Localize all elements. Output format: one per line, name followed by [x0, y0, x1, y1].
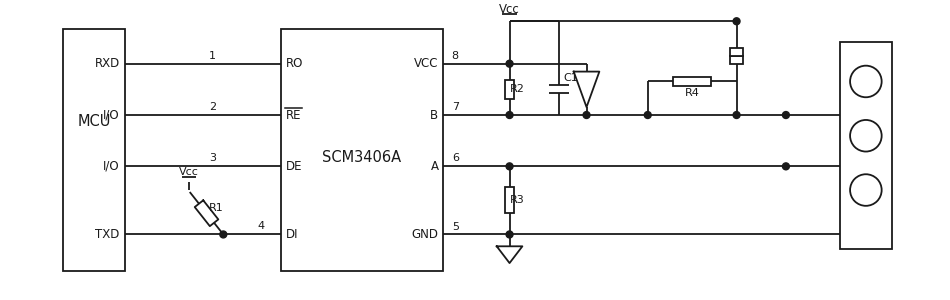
- Circle shape: [506, 60, 513, 67]
- Text: Vcc: Vcc: [499, 3, 520, 16]
- Text: 4: 4: [257, 220, 264, 231]
- Circle shape: [219, 231, 227, 238]
- Text: VCC: VCC: [414, 57, 439, 70]
- Circle shape: [583, 112, 590, 118]
- Text: SCM3406A: SCM3406A: [322, 151, 402, 166]
- Text: R3: R3: [510, 195, 524, 206]
- Polygon shape: [497, 246, 522, 263]
- Text: 2: 2: [209, 102, 216, 112]
- Text: 5: 5: [452, 222, 459, 232]
- Circle shape: [850, 66, 882, 97]
- Text: R1: R1: [209, 203, 224, 213]
- Circle shape: [506, 163, 513, 170]
- Text: C1: C1: [563, 73, 579, 82]
- Text: DE: DE: [286, 160, 302, 173]
- Circle shape: [783, 112, 789, 118]
- Text: R4: R4: [685, 88, 699, 98]
- Bar: [840, 42, 891, 249]
- Bar: [674, 77, 711, 86]
- Circle shape: [506, 231, 513, 238]
- Text: B: B: [430, 109, 439, 122]
- Text: DI: DI: [286, 228, 298, 241]
- Text: GND: GND: [411, 228, 439, 241]
- Polygon shape: [195, 200, 219, 226]
- Bar: [505, 188, 514, 213]
- Polygon shape: [574, 72, 599, 107]
- Text: 1: 1: [209, 51, 216, 61]
- Circle shape: [850, 120, 882, 152]
- Text: A: A: [430, 160, 439, 173]
- Bar: [64, 29, 124, 271]
- Bar: [505, 80, 514, 99]
- Circle shape: [733, 112, 740, 118]
- Text: MCU: MCU: [77, 113, 111, 128]
- Bar: [280, 29, 444, 271]
- Circle shape: [783, 163, 789, 170]
- Text: I/O: I/O: [103, 160, 120, 173]
- Text: 7: 7: [451, 102, 459, 112]
- Bar: [730, 48, 744, 56]
- Circle shape: [850, 174, 882, 206]
- Text: RE: RE: [286, 109, 301, 122]
- Text: 3: 3: [209, 154, 216, 164]
- Text: RO: RO: [286, 57, 303, 70]
- Text: I/O: I/O: [103, 109, 120, 122]
- Bar: [730, 56, 744, 64]
- Text: 6: 6: [452, 154, 459, 164]
- Text: TXD: TXD: [95, 228, 120, 241]
- Circle shape: [506, 112, 513, 118]
- Text: Vcc: Vcc: [179, 167, 199, 177]
- Circle shape: [644, 112, 651, 118]
- Text: RXD: RXD: [94, 57, 120, 70]
- Text: 8: 8: [451, 51, 459, 61]
- Circle shape: [733, 18, 740, 25]
- Text: R2: R2: [510, 84, 525, 94]
